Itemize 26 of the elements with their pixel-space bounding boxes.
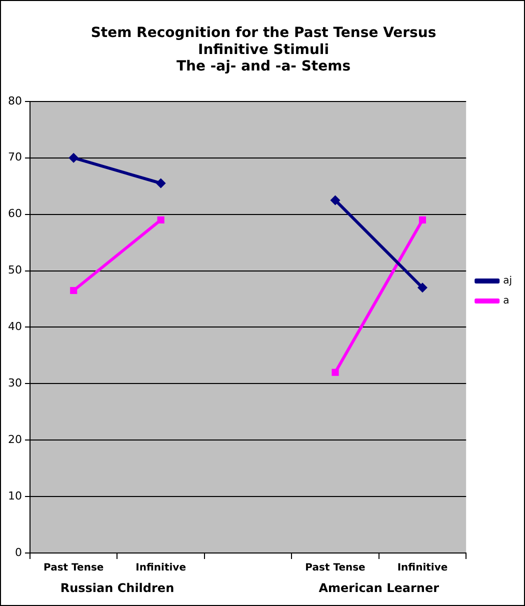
point: [68, 152, 79, 163]
point: [330, 195, 340, 206]
x-tick-label: Infinitive: [136, 562, 186, 574]
text: American Learner: [318, 581, 440, 596]
point: [70, 286, 78, 294]
legend-label: aj: [503, 276, 512, 287]
y-tick-label: 10: [8, 489, 22, 502]
y-tick-label: 0: [14, 546, 22, 559]
y-tick-label: 40: [8, 320, 22, 334]
point: [156, 178, 166, 188]
y-tick-label: 70: [8, 150, 22, 164]
point: [332, 368, 339, 376]
y-tick-label: 80: [8, 94, 22, 108]
y-tick-label: 30: [8, 376, 22, 390]
chart-title: Stem Recognition for the Past Tense Versus Infinitive Stimuli The -aj- and -a- Stems: [90, 25, 436, 75]
y-tick-label: 50: [8, 264, 22, 277]
point: [157, 216, 164, 224]
y-tick-label: 20: [8, 432, 22, 446]
x-tick-label: Infinitive: [397, 562, 448, 574]
x-tick-label: Past Tense: [44, 562, 104, 574]
legend-label: a: [503, 296, 510, 307]
x-tick-label: Past Tense: [305, 562, 366, 574]
y-tick-label: 60: [8, 207, 22, 220]
point: [418, 216, 426, 224]
text: Russian Children: [60, 581, 174, 596]
point: [417, 282, 428, 293]
